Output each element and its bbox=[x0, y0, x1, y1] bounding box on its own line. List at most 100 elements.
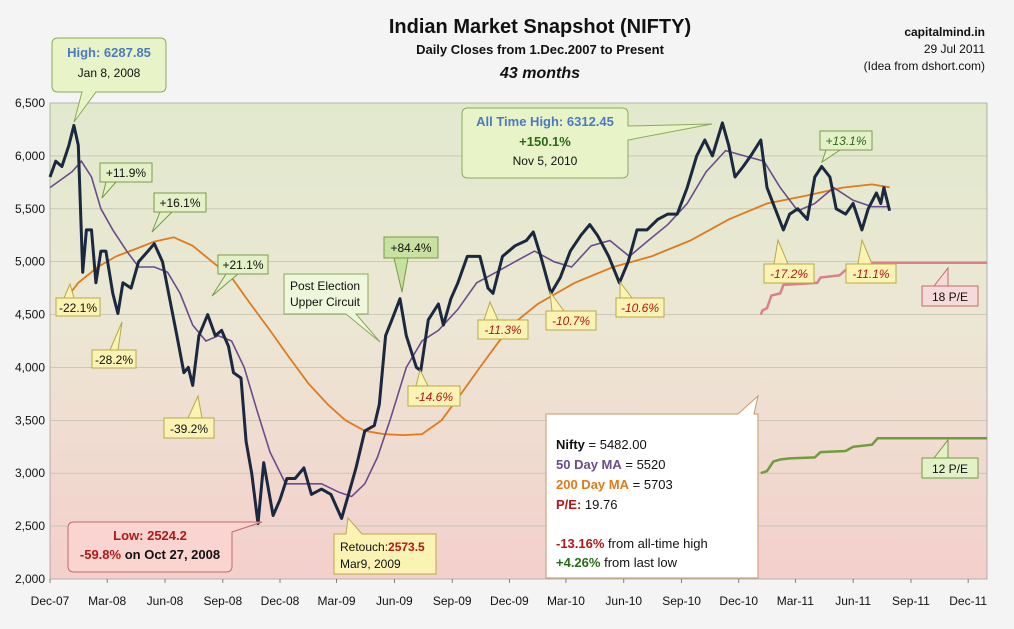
retouch-date: Mar9, 2009 bbox=[340, 557, 401, 571]
pct-label: +13.1% bbox=[825, 134, 866, 148]
stats-low-pct: +4.26% bbox=[556, 555, 601, 570]
pe18-label: 18 P/E bbox=[921, 266, 979, 307]
chart-subtitle: Daily Closes from 1.Dec.2007 to Present bbox=[416, 42, 665, 57]
x-tick-label: Sep-09 bbox=[433, 594, 472, 608]
pe12-line bbox=[760, 437, 987, 475]
svg-text:Low: 2524.2: Low: 2524.2 bbox=[113, 528, 187, 543]
stats-ath-pct: -13.16% bbox=[556, 536, 605, 551]
x-tick-label: Jun-11 bbox=[835, 594, 871, 608]
ath-date: Nov 5, 2010 bbox=[513, 154, 578, 168]
low-value: 2524.2 bbox=[147, 528, 187, 543]
high-label: High: bbox=[67, 45, 100, 60]
pct-callout: -22.1% bbox=[55, 282, 101, 317]
stats-low-text: from last low bbox=[604, 555, 678, 570]
pct-callout: -17.2% bbox=[763, 238, 815, 284]
y-tick-label: 5,000 bbox=[15, 255, 45, 269]
pct-callout: -11.1% bbox=[845, 238, 897, 284]
pct-label: +16.1% bbox=[159, 196, 200, 210]
x-tick-label: Dec-11 bbox=[949, 594, 987, 608]
x-tick-label: Dec-10 bbox=[719, 594, 758, 608]
stats-pe-value: 19.76 bbox=[585, 497, 618, 512]
svg-text:+4.26% from last low: +4.26% from last low bbox=[556, 555, 678, 570]
x-tick-label: Dec-07 bbox=[31, 594, 70, 608]
svg-text:P/E: 19.76: P/E: 19.76 bbox=[556, 497, 617, 512]
pct-callout: -10.7% bbox=[545, 290, 597, 331]
svg-text:50 Day MA = 5520: 50 Day MA = 5520 bbox=[556, 457, 666, 472]
pct-callout: -10.6% bbox=[615, 280, 665, 318]
source-site: capitalmind.in bbox=[904, 25, 985, 39]
pct-label: +84.4% bbox=[390, 241, 431, 255]
y-tick-label: 4,500 bbox=[15, 308, 45, 322]
stats-ma50-label: 50 Day MA bbox=[556, 457, 622, 472]
y-tick-label: 6,500 bbox=[15, 96, 45, 110]
x-tick-label: Dec-08 bbox=[261, 594, 300, 608]
low-pct: -59.8% bbox=[80, 547, 122, 562]
svg-text:High: 6287.85: High: 6287.85 bbox=[67, 45, 151, 60]
pct-callout: -14.6% bbox=[407, 368, 461, 407]
pct-label: -11.1% bbox=[852, 267, 889, 281]
ath-label: All Time High: bbox=[476, 114, 563, 129]
pct-callout: +11.9% bbox=[99, 162, 153, 199]
pe12-text: 12 P/E bbox=[932, 462, 968, 476]
retouch-callout: Retouch:2573.5 Mar9, 2009 bbox=[333, 516, 437, 575]
pct-callout: -11.3% bbox=[477, 300, 529, 340]
x-tick-label: Dec-09 bbox=[490, 594, 529, 608]
stats-box: Nifty = 5482.00 50 Day MA = 5520 200 Day… bbox=[545, 394, 759, 579]
low-label: Low: bbox=[113, 528, 143, 543]
x-tick-label: Sep-10 bbox=[662, 594, 701, 608]
svg-text:-13.16% from all-time high: -13.16% from all-time high bbox=[556, 536, 708, 551]
ma200-line bbox=[61, 183, 890, 437]
post-election-line1: Post Election bbox=[290, 279, 360, 293]
pct-label: -22.1% bbox=[59, 301, 97, 315]
pct-label: -17.2% bbox=[770, 267, 808, 281]
svg-text:-59.8% on Oct 27, 2008: -59.8% on Oct 27, 2008 bbox=[80, 547, 220, 562]
pct-callout: -39.2% bbox=[163, 394, 215, 439]
pct-label: -28.2% bbox=[95, 353, 133, 367]
y-tick-label: 6,000 bbox=[15, 149, 45, 163]
high-callout: High: 6287.85 Jan 8, 2008 bbox=[51, 37, 167, 123]
y-tick-label: 5,500 bbox=[15, 202, 45, 216]
retouch-value: 2573.5 bbox=[388, 540, 425, 554]
svg-text:Retouch:2573.5: Retouch:2573.5 bbox=[340, 540, 425, 554]
pct-callout: +16.1% bbox=[151, 192, 207, 233]
high-value: 6287.85 bbox=[104, 45, 151, 60]
x-axis: Dec-07 Mar-08 Jun-08 Sep-08 Dec-08 Mar-09 Jun-… bbox=[31, 579, 987, 608]
stats-ma50-value: = 5520 bbox=[625, 457, 665, 472]
chart-title: Indian Market Snapshot (NIFTY) bbox=[389, 16, 691, 38]
post-election-callout: Post Election Upper Circuit bbox=[283, 273, 381, 343]
ath-value: 6312.45 bbox=[567, 114, 614, 129]
svg-text:200 Day MA = 5703: 200 Day MA = 5703 bbox=[556, 477, 673, 492]
high-date: Jan 8, 2008 bbox=[78, 66, 141, 80]
x-tick-label: Sep-08 bbox=[203, 594, 242, 608]
stats-nifty-value: = 5482.00 bbox=[589, 437, 647, 452]
pct-label: -10.7% bbox=[552, 314, 590, 328]
y-tick-label: 3,000 bbox=[15, 466, 45, 480]
x-tick-label: Jun-08 bbox=[147, 594, 184, 608]
pct-label: -11.3% bbox=[484, 323, 521, 337]
stats-ma200-label: 200 Day MA bbox=[556, 477, 630, 492]
pct-label: +11.9% bbox=[106, 166, 146, 180]
pct-label: -39.2% bbox=[170, 422, 208, 436]
pe12-label: 12 P/E bbox=[921, 438, 979, 479]
svg-text:All Time High: 6312.45: All Time High: 6312.45 bbox=[476, 114, 614, 129]
x-tick-label: Jun-10 bbox=[605, 594, 642, 608]
stats-nifty-label: Nifty bbox=[556, 437, 586, 452]
pct-callout: -28.2% bbox=[91, 321, 137, 369]
y-tick-label: 2,000 bbox=[15, 572, 45, 586]
svg-text:Nifty = 5482.00: Nifty = 5482.00 bbox=[556, 437, 647, 452]
y-axis: 2,000 2,500 3,000 3,500 4,000 4,500 5,000 5,500… bbox=[15, 96, 45, 586]
x-tick-label: Jun-09 bbox=[376, 594, 413, 608]
source-credit: (Idea from dshort.com) bbox=[864, 59, 985, 73]
pct-label: +21.1% bbox=[222, 258, 263, 272]
stats-ath-text: from all-time high bbox=[608, 536, 708, 551]
pct-callout: +84.4% bbox=[383, 236, 439, 293]
source-date: 29 Jul 2011 bbox=[924, 42, 985, 56]
nifty-line bbox=[48, 121, 892, 526]
x-tick-label: Mar-09 bbox=[318, 594, 356, 608]
low-date: on Oct 27, 2008 bbox=[125, 547, 220, 562]
x-tick-label: Mar-08 bbox=[88, 594, 126, 608]
post-election-line2: Upper Circuit bbox=[290, 295, 361, 309]
pct-callout: +21.1% bbox=[211, 254, 269, 297]
ath-callout: All Time High: 6312.45 +150.1% Nov 5, 20… bbox=[461, 107, 713, 179]
